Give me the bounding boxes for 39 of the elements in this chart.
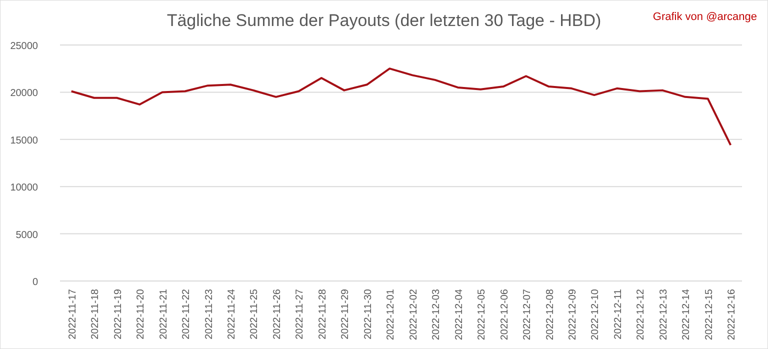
x-tick-label: 2022-11-27 xyxy=(294,288,306,340)
x-tick-label: 2022-12-02 xyxy=(408,288,420,340)
x-tick-label: 2022-12-06 xyxy=(499,288,510,340)
x-tick-label: 2022-11-23 xyxy=(204,288,215,340)
x-tick-label: 2022-12-16 xyxy=(726,288,738,340)
x-tick-label: 2022-12-08 xyxy=(544,288,556,340)
x-tick-label: 2022-12-14 xyxy=(681,288,692,340)
x-tick-label: 2022-12-12 xyxy=(636,288,647,340)
y-tick-label: 20000 xyxy=(10,88,38,100)
x-tick-label: 2022-11-18 xyxy=(90,288,102,340)
y-tick-label: 5000 xyxy=(16,230,38,241)
x-tick-label: 2022-11-22 xyxy=(181,288,192,340)
y-tick-label: 10000 xyxy=(10,182,38,194)
x-tick-label: 2022-12-07 xyxy=(522,288,534,340)
chart-title: Tägliche Summe der Payouts (der letzten 30 Tage - HBD) xyxy=(166,11,602,30)
x-tick-label: 2022-12-15 xyxy=(704,288,715,340)
x-tick-label: 2022-11-29 xyxy=(340,288,352,340)
y-tick-label: 25000 xyxy=(10,41,38,52)
x-tick-label: 2022-12-13 xyxy=(658,288,670,340)
x-tick-label: 2022-11-20 xyxy=(136,288,147,340)
x-tick-label: 2022-12-03 xyxy=(431,288,442,340)
y-tick-label: 0 xyxy=(32,277,38,288)
x-tick-label: 2022-12-11 xyxy=(612,288,624,340)
x-tick-label: 2022-11-26 xyxy=(272,288,283,340)
y-tick-label: 15000 xyxy=(10,135,38,146)
x-tick-label: 2022-11-21 xyxy=(158,288,170,340)
x-tick-label: 2022-12-05 xyxy=(476,288,488,340)
x-tick-label: 2022-12-10 xyxy=(590,288,602,340)
x-tick-label: 2022-11-30 xyxy=(362,288,374,340)
x-tick-label: 2022-11-28 xyxy=(317,288,328,340)
x-tick-label: 2022-12-09 xyxy=(568,288,578,340)
x-tick-label: 2022-11-17 xyxy=(67,288,78,340)
x-tick-label: 2022-11-19 xyxy=(112,288,124,340)
x-tick-label: 2022-12-01 xyxy=(386,288,397,340)
x-tick-label: 2022-12-04 xyxy=(454,288,465,340)
text: Grafik von @arcange xyxy=(652,11,757,23)
line-series xyxy=(70,68,732,146)
x-tick-label: 2022-11-24 xyxy=(226,288,238,340)
x-tick-label: 2022-11-25 xyxy=(249,288,260,340)
